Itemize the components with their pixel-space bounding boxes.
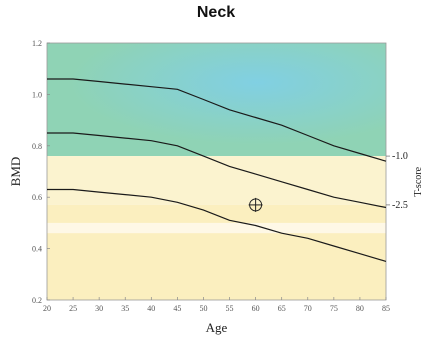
blue-tint-overlay [47,43,386,234]
x-tick-label: 60 [252,304,260,313]
curve-2 [47,132,387,209]
x-axis-ticks: 20 25 30 35 40 45 50 55 60 65 70 75 80 85 [43,297,390,313]
x-tick-label: 20 [43,304,51,313]
x-tick-label: 55 [226,304,234,313]
x-tick-label: 45 [173,304,181,313]
x-tick-label: 85 [382,304,390,313]
y-tick-label: 0.6 [32,193,42,202]
x-tick-label: 30 [95,304,103,313]
right-tick-label: -2.5 [392,200,408,211]
y-axis-ticks: 0.2 0.4 0.6 0.8 1.0 1.2 [32,39,50,305]
curve-3 [47,188,387,262]
x-tick-label: 40 [147,304,155,313]
x-tick-label: 50 [199,304,207,313]
band-2 [47,204,386,300]
y-tick-label: 0.8 [32,142,42,151]
right-tick-label: -1.0 [392,151,408,162]
band-1 [47,156,386,205]
patient-marker [248,197,263,212]
x-tick-label: 70 [304,304,312,313]
x-tick-label: 35 [121,304,129,313]
pale-strip [47,222,386,234]
y-tick-label: 0.2 [32,296,42,305]
chart-title: Neck [196,4,236,21]
blue-tint [47,43,386,157]
x-tick-label: 80 [356,304,364,313]
curve-1 [47,78,387,162]
x-tick-label: 25 [69,304,77,313]
y-axis-label: BMD [8,157,23,187]
y-tick-label: 1.0 [32,90,42,99]
reference-curves [47,78,387,262]
right-axis-label: T-score [413,166,424,196]
y-tick-label: 1.2 [32,39,42,48]
x-axis-label: Age [206,320,228,335]
plot-area [46,42,387,301]
right-axis-ticks: -1.0 -2.5 [386,151,408,211]
y-tick-label: 0.4 [32,245,42,254]
x-tick-label: 75 [330,304,338,313]
measurement-points [248,197,263,212]
x-tick-label: 65 [278,304,286,313]
